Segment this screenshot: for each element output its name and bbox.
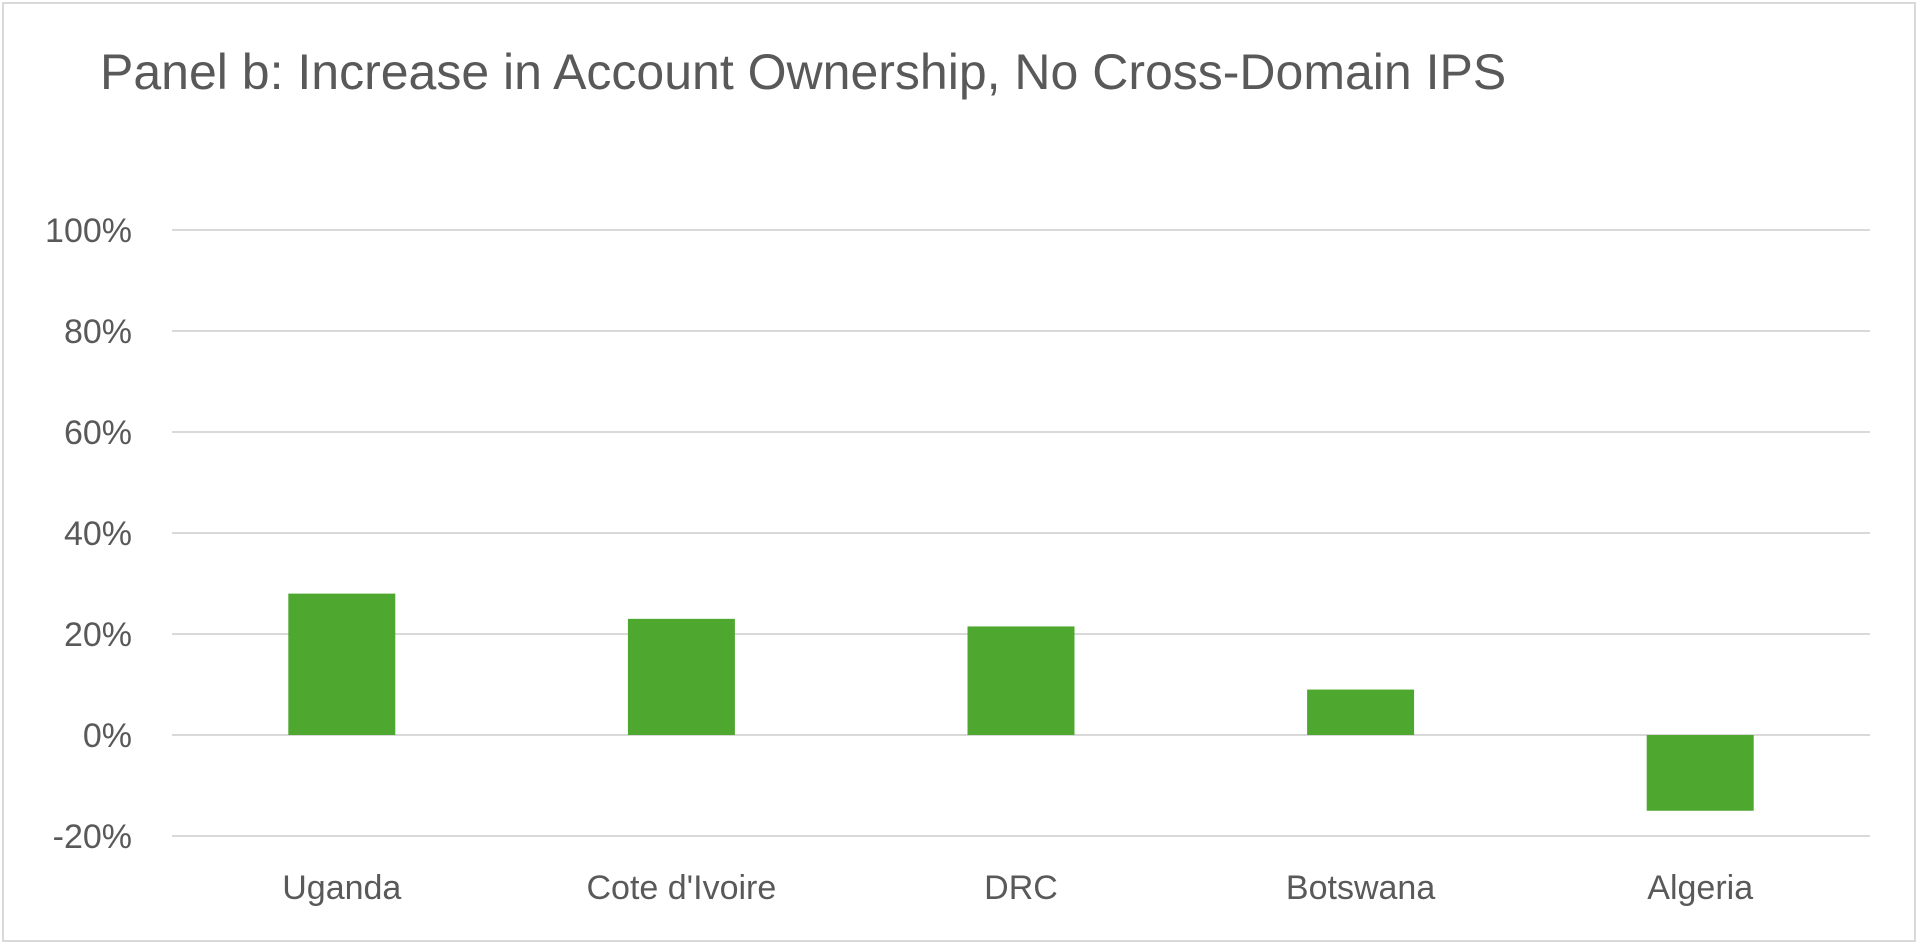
x-tick-label: Algeria (1647, 869, 1753, 907)
bar-uganda (288, 593, 396, 735)
y-tick-label: 100% (45, 212, 132, 250)
gridlines (172, 229, 1870, 837)
y-tick-label: 40% (64, 515, 132, 553)
bar-drc (967, 626, 1075, 735)
x-tick-label: Cote d'Ivoire (586, 869, 776, 907)
bar-botswana (1307, 689, 1415, 735)
x-tick-label: Botswana (1286, 869, 1435, 907)
y-tick-label: 20% (64, 616, 132, 654)
y-axis-tick-labels: 100% 80% 60% 40% 20% 0% -20% (45, 212, 132, 856)
x-tick-label: Uganda (282, 869, 401, 907)
bar-cote-d-ivoire (627, 618, 735, 735)
x-axis-tick-labels: Uganda Cote d'Ivoire DRC Botswana Algeria (282, 869, 1753, 907)
bars (288, 593, 1754, 811)
x-tick-label: DRC (984, 869, 1058, 907)
y-tick-label: 0% (83, 717, 132, 755)
y-tick-label: -20% (53, 818, 132, 856)
y-tick-label: 80% (64, 313, 132, 351)
bar-algeria (1646, 735, 1754, 811)
chart-title: Panel b: Increase in Account Ownership, … (100, 44, 1507, 100)
y-tick-label: 60% (64, 414, 132, 452)
